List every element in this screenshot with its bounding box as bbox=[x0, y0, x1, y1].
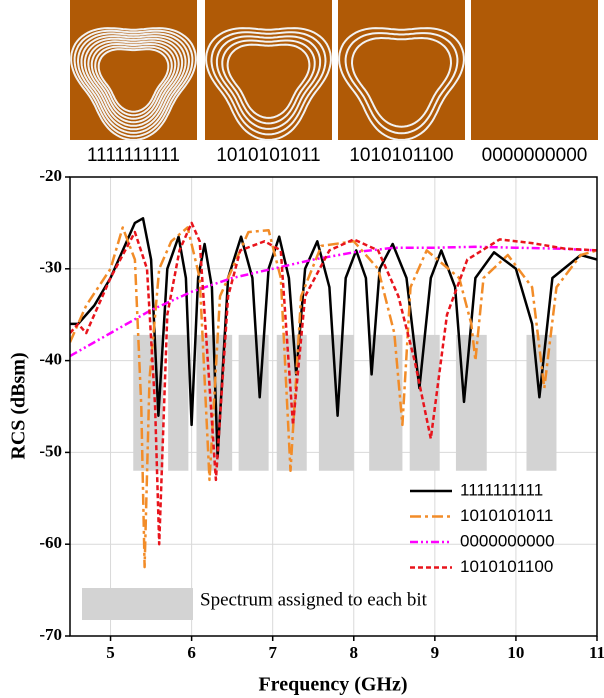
x-tick-label: 9 bbox=[431, 643, 440, 662]
y-tick-label: -60 bbox=[39, 533, 62, 552]
x-tick-label: 11 bbox=[589, 643, 604, 662]
panel-label: 1111111111 bbox=[87, 145, 180, 166]
spectrum-band bbox=[238, 334, 269, 471]
x-tick-label: 5 bbox=[106, 643, 115, 662]
plot-area bbox=[70, 217, 597, 569]
y-tick-label: -70 bbox=[39, 625, 62, 644]
ring bbox=[350, 36, 453, 128]
series-line bbox=[70, 245, 597, 358]
spectrum-band bbox=[168, 334, 189, 471]
ring bbox=[83, 37, 184, 127]
series-line bbox=[70, 226, 597, 569]
ring bbox=[80, 35, 187, 131]
ring bbox=[76, 32, 191, 134]
y-tick-label: -20 bbox=[39, 166, 62, 185]
ring bbox=[205, 27, 332, 141]
panel-image bbox=[70, 0, 197, 140]
x-tick-label: 7 bbox=[268, 643, 277, 662]
legend-label: 1111111111 bbox=[460, 480, 543, 499]
ring bbox=[73, 29, 194, 138]
y-tick-label: -50 bbox=[39, 441, 62, 460]
x-tick-label: 6 bbox=[187, 643, 196, 662]
ring bbox=[87, 40, 180, 124]
ring bbox=[221, 39, 316, 125]
x-axis-label: Frequency (GHz) bbox=[258, 674, 407, 696]
panel-image bbox=[471, 0, 598, 140]
ring bbox=[90, 43, 177, 120]
ring bbox=[97, 48, 170, 113]
legend-label: 0000000000 bbox=[460, 531, 555, 550]
panel-label: 0000000000 bbox=[482, 145, 588, 166]
panel-image bbox=[205, 0, 332, 140]
x-tick-label: 10 bbox=[507, 643, 524, 662]
y-tick-label: -30 bbox=[39, 258, 62, 277]
ring bbox=[338, 27, 465, 141]
ring bbox=[210, 31, 327, 136]
legend-band-swatch bbox=[82, 588, 193, 620]
panel-label: 1010101100 bbox=[349, 145, 453, 166]
ring bbox=[94, 45, 173, 117]
plot-frame bbox=[69, 176, 598, 637]
panel-image bbox=[338, 0, 465, 140]
y-tick-label: -40 bbox=[39, 350, 62, 369]
ring bbox=[226, 43, 311, 119]
legend-label: 1010101100 bbox=[460, 557, 553, 576]
y-axis-label: RCS (dBsm) bbox=[8, 352, 30, 459]
series-line bbox=[70, 217, 597, 459]
panel-label: 1010101011 bbox=[216, 145, 320, 166]
spectrum-band bbox=[369, 334, 403, 471]
ring bbox=[344, 32, 459, 135]
ring bbox=[215, 35, 322, 130]
legend-band-label: Spectrum assigned to each bit bbox=[200, 589, 428, 610]
ring bbox=[70, 27, 197, 141]
legend-label: 1010101011 bbox=[460, 506, 553, 525]
x-tick-label: 8 bbox=[350, 643, 359, 662]
